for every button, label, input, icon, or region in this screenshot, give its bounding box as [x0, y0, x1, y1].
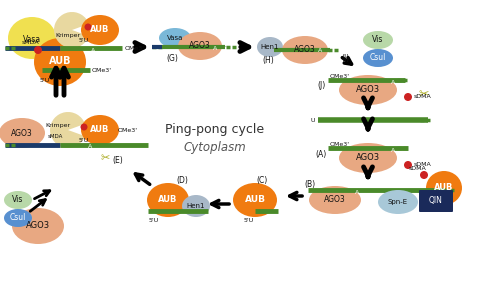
Ellipse shape [339, 75, 397, 105]
Text: Csul: Csul [10, 213, 26, 222]
Text: Ping-pong cycle: Ping-pong cycle [166, 124, 264, 136]
Text: Hen1: Hen1 [187, 203, 206, 209]
Circle shape [404, 161, 412, 169]
Text: OMe3': OMe3' [125, 47, 145, 51]
Ellipse shape [147, 183, 189, 217]
Text: 5'U: 5'U [149, 218, 159, 224]
Text: QIN: QIN [429, 197, 443, 205]
Text: 5'U: 5'U [40, 79, 50, 83]
Text: OMe3': OMe3' [330, 141, 350, 147]
Text: sDMA: sDMA [409, 165, 427, 171]
Circle shape [34, 46, 42, 54]
Ellipse shape [363, 31, 393, 49]
Ellipse shape [257, 37, 283, 57]
Text: AUB: AUB [90, 25, 110, 34]
Text: AUB: AUB [244, 194, 266, 204]
Text: A: A [91, 48, 95, 54]
Ellipse shape [182, 195, 210, 217]
Text: A: A [318, 48, 322, 54]
Ellipse shape [282, 36, 328, 64]
Ellipse shape [34, 38, 86, 86]
Text: Vasa: Vasa [167, 35, 183, 41]
Text: Krimper: Krimper [46, 123, 70, 128]
Ellipse shape [378, 190, 418, 214]
Text: Csul: Csul [370, 54, 386, 63]
Ellipse shape [309, 186, 361, 214]
Text: A: A [391, 79, 395, 84]
Text: AUB: AUB [90, 124, 110, 133]
Text: sMDA: sMDA [48, 133, 62, 139]
Text: AGO3: AGO3 [189, 42, 211, 51]
Text: Krimper: Krimper [56, 34, 80, 38]
Text: (C): (C) [256, 176, 268, 185]
Text: (B): (B) [304, 180, 316, 188]
Text: sDMA: sDMA [414, 95, 432, 99]
Text: OMe3': OMe3' [92, 68, 112, 74]
Ellipse shape [233, 183, 277, 217]
Text: (E): (E) [112, 156, 124, 165]
Text: Cytoplasm: Cytoplasm [184, 141, 246, 155]
Text: (H): (H) [262, 55, 274, 64]
Ellipse shape [426, 171, 462, 205]
Text: (A): (A) [316, 149, 326, 159]
Ellipse shape [81, 15, 119, 45]
Circle shape [84, 23, 91, 30]
Text: AUB: AUB [49, 56, 72, 66]
Text: U: U [310, 117, 315, 123]
Ellipse shape [178, 32, 222, 60]
Text: Vasa: Vasa [23, 35, 41, 44]
Ellipse shape [339, 143, 397, 173]
Text: sDMA: sDMA [414, 163, 432, 168]
Text: AGO3: AGO3 [294, 46, 316, 55]
Text: ✂: ✂ [419, 88, 429, 102]
Ellipse shape [4, 191, 32, 209]
Text: AGO3: AGO3 [324, 196, 346, 205]
Text: Spn-E: Spn-E [388, 199, 408, 205]
Text: A: A [88, 144, 92, 148]
Text: AUB: AUB [434, 183, 454, 192]
FancyBboxPatch shape [419, 190, 453, 212]
Ellipse shape [0, 118, 45, 148]
Text: (J): (J) [317, 82, 325, 91]
Circle shape [80, 124, 87, 131]
Text: ✂: ✂ [100, 153, 110, 163]
Text: Hen1: Hen1 [261, 44, 279, 50]
Text: A: A [213, 46, 217, 51]
Ellipse shape [8, 17, 56, 59]
Text: 5'U: 5'U [244, 217, 254, 222]
Text: AUB: AUB [158, 194, 178, 204]
Text: Vis: Vis [372, 35, 384, 44]
Circle shape [420, 171, 428, 179]
Ellipse shape [363, 49, 393, 67]
Text: (I): (I) [341, 54, 349, 63]
Text: AGO3: AGO3 [356, 153, 380, 163]
Text: 5'U: 5'U [79, 137, 89, 143]
Text: –: – [224, 44, 226, 50]
Text: AGO3: AGO3 [11, 128, 33, 137]
Text: sMDA: sMDA [21, 40, 39, 46]
Text: OMe3': OMe3' [330, 74, 350, 79]
Text: (D): (D) [176, 176, 188, 185]
Ellipse shape [12, 208, 64, 244]
Text: A: A [355, 189, 359, 194]
Text: (G): (G) [166, 55, 178, 63]
Wedge shape [54, 12, 89, 48]
Wedge shape [50, 112, 85, 148]
Ellipse shape [159, 28, 191, 48]
Text: AGO3: AGO3 [356, 86, 380, 95]
Text: A: A [391, 148, 395, 152]
Text: Vis: Vis [12, 196, 24, 205]
Ellipse shape [4, 209, 32, 227]
Text: AGO3: AGO3 [26, 221, 50, 230]
Ellipse shape [81, 115, 119, 145]
Text: 5'U: 5'U [79, 38, 89, 43]
Text: OMe3': OMe3' [118, 128, 138, 132]
Circle shape [404, 93, 412, 101]
